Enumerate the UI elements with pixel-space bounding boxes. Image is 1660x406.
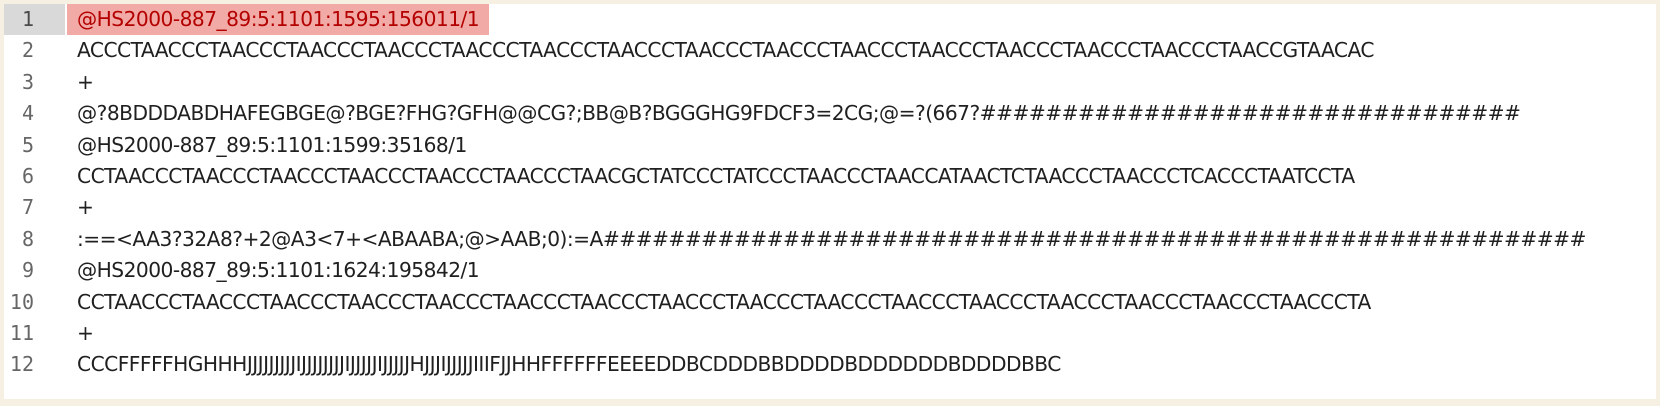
line-text-quality[interactable]: CCCFFFFFHGHHHJJJJJJJJJIJJJJJJJJIJJJJJIJJ…: [77, 352, 1061, 377]
line-text-quality[interactable]: @?8BDDDABDHAFEGBGE@?BGE?FHG?GFH@@CG?;BB@…: [77, 101, 1521, 126]
line-text-read-header[interactable]: @HS2000-887_89:5:1101:1599:35168/1: [77, 132, 467, 157]
line-number: 10: [9, 289, 34, 314]
editor-line[interactable]: 11 +: [4, 318, 1656, 349]
editor-line[interactable]: 10 CCTAACCCTAACCCTAACCCTAACCCTAACCCTAACC…: [4, 287, 1656, 318]
editor-line[interactable]: 4 @?8BDDDABDHAFEGBGE@?BGE?FHG?GFH@@CG?;B…: [4, 98, 1656, 129]
editor-line-current[interactable]: 1 @HS2000-887_89:5:1101:1595:156011/1: [4, 4, 1656, 36]
line-number: 4: [21, 101, 34, 126]
line-number: 3: [21, 69, 34, 94]
editor-line[interactable]: 7 +: [4, 192, 1656, 223]
editor-line[interactable]: 6 CCTAACCCTAACCCTAACCCTAACCCTAACCCTAACCC…: [4, 161, 1656, 192]
line-text-separator[interactable]: +: [77, 195, 94, 220]
editor-line[interactable]: 2 ACCCTAACCCTAACCCTAACCCTAACCCTAACCCTAAC…: [4, 35, 1656, 66]
line-number: 8: [21, 226, 34, 251]
editor-line[interactable]: 9 @HS2000-887_89:5:1101:1624:195842/1: [4, 255, 1656, 286]
line-text-separator[interactable]: +: [77, 320, 94, 345]
editor-line[interactable]: 5 @HS2000-887_89:5:1101:1599:35168/1: [4, 130, 1656, 161]
line-text-sequence[interactable]: CCTAACCCTAACCCTAACCCTAACCCTAACCCTAACCCTA…: [77, 289, 1371, 314]
editor-line[interactable]: 8 :==<AA3?32A8?+2@A3<7+<ABAABA;@>AAB;0):…: [4, 224, 1656, 255]
line-number: 5: [21, 132, 34, 157]
line-number: 11: [9, 320, 34, 345]
line-text-read-header[interactable]: @HS2000-887_89:5:1101:1624:195842/1: [77, 258, 480, 283]
line-number: 2: [21, 38, 34, 63]
editor-panel[interactable]: 1 @HS2000-887_89:5:1101:1595:156011/1 2 …: [4, 4, 1656, 399]
line-number: 1: [4, 4, 65, 36]
line-text-sequence[interactable]: ACCCTAACCCTAACCCTAACCCTAACCCTAACCCTAACCC…: [77, 38, 1374, 63]
line-text-quality[interactable]: :==<AA3?32A8?+2@A3<7+<ABAABA;@>AAB;0):=A…: [77, 226, 1586, 251]
line-number: 7: [21, 195, 34, 220]
line-number-gutter: [4, 4, 65, 399]
line-text-sequence[interactable]: CCTAACCCTAACCCTAACCCTAACCCTAACCCTAACCCTA…: [77, 163, 1355, 188]
line-text-read-header[interactable]: @HS2000-887_89:5:1101:1595:156011/1: [67, 4, 490, 36]
line-number: 9: [21, 258, 34, 283]
line-number: 6: [21, 163, 34, 188]
editor-lines[interactable]: 1 @HS2000-887_89:5:1101:1595:156011/1 2 …: [4, 4, 1656, 381]
editor-line[interactable]: 12 CCCFFFFFHGHHHJJJJJJJJJIJJJJJJJJIJJJJJ…: [4, 349, 1656, 380]
line-number: 12: [9, 352, 34, 377]
editor-line[interactable]: 3 +: [4, 67, 1656, 98]
line-text-separator[interactable]: +: [77, 69, 94, 94]
